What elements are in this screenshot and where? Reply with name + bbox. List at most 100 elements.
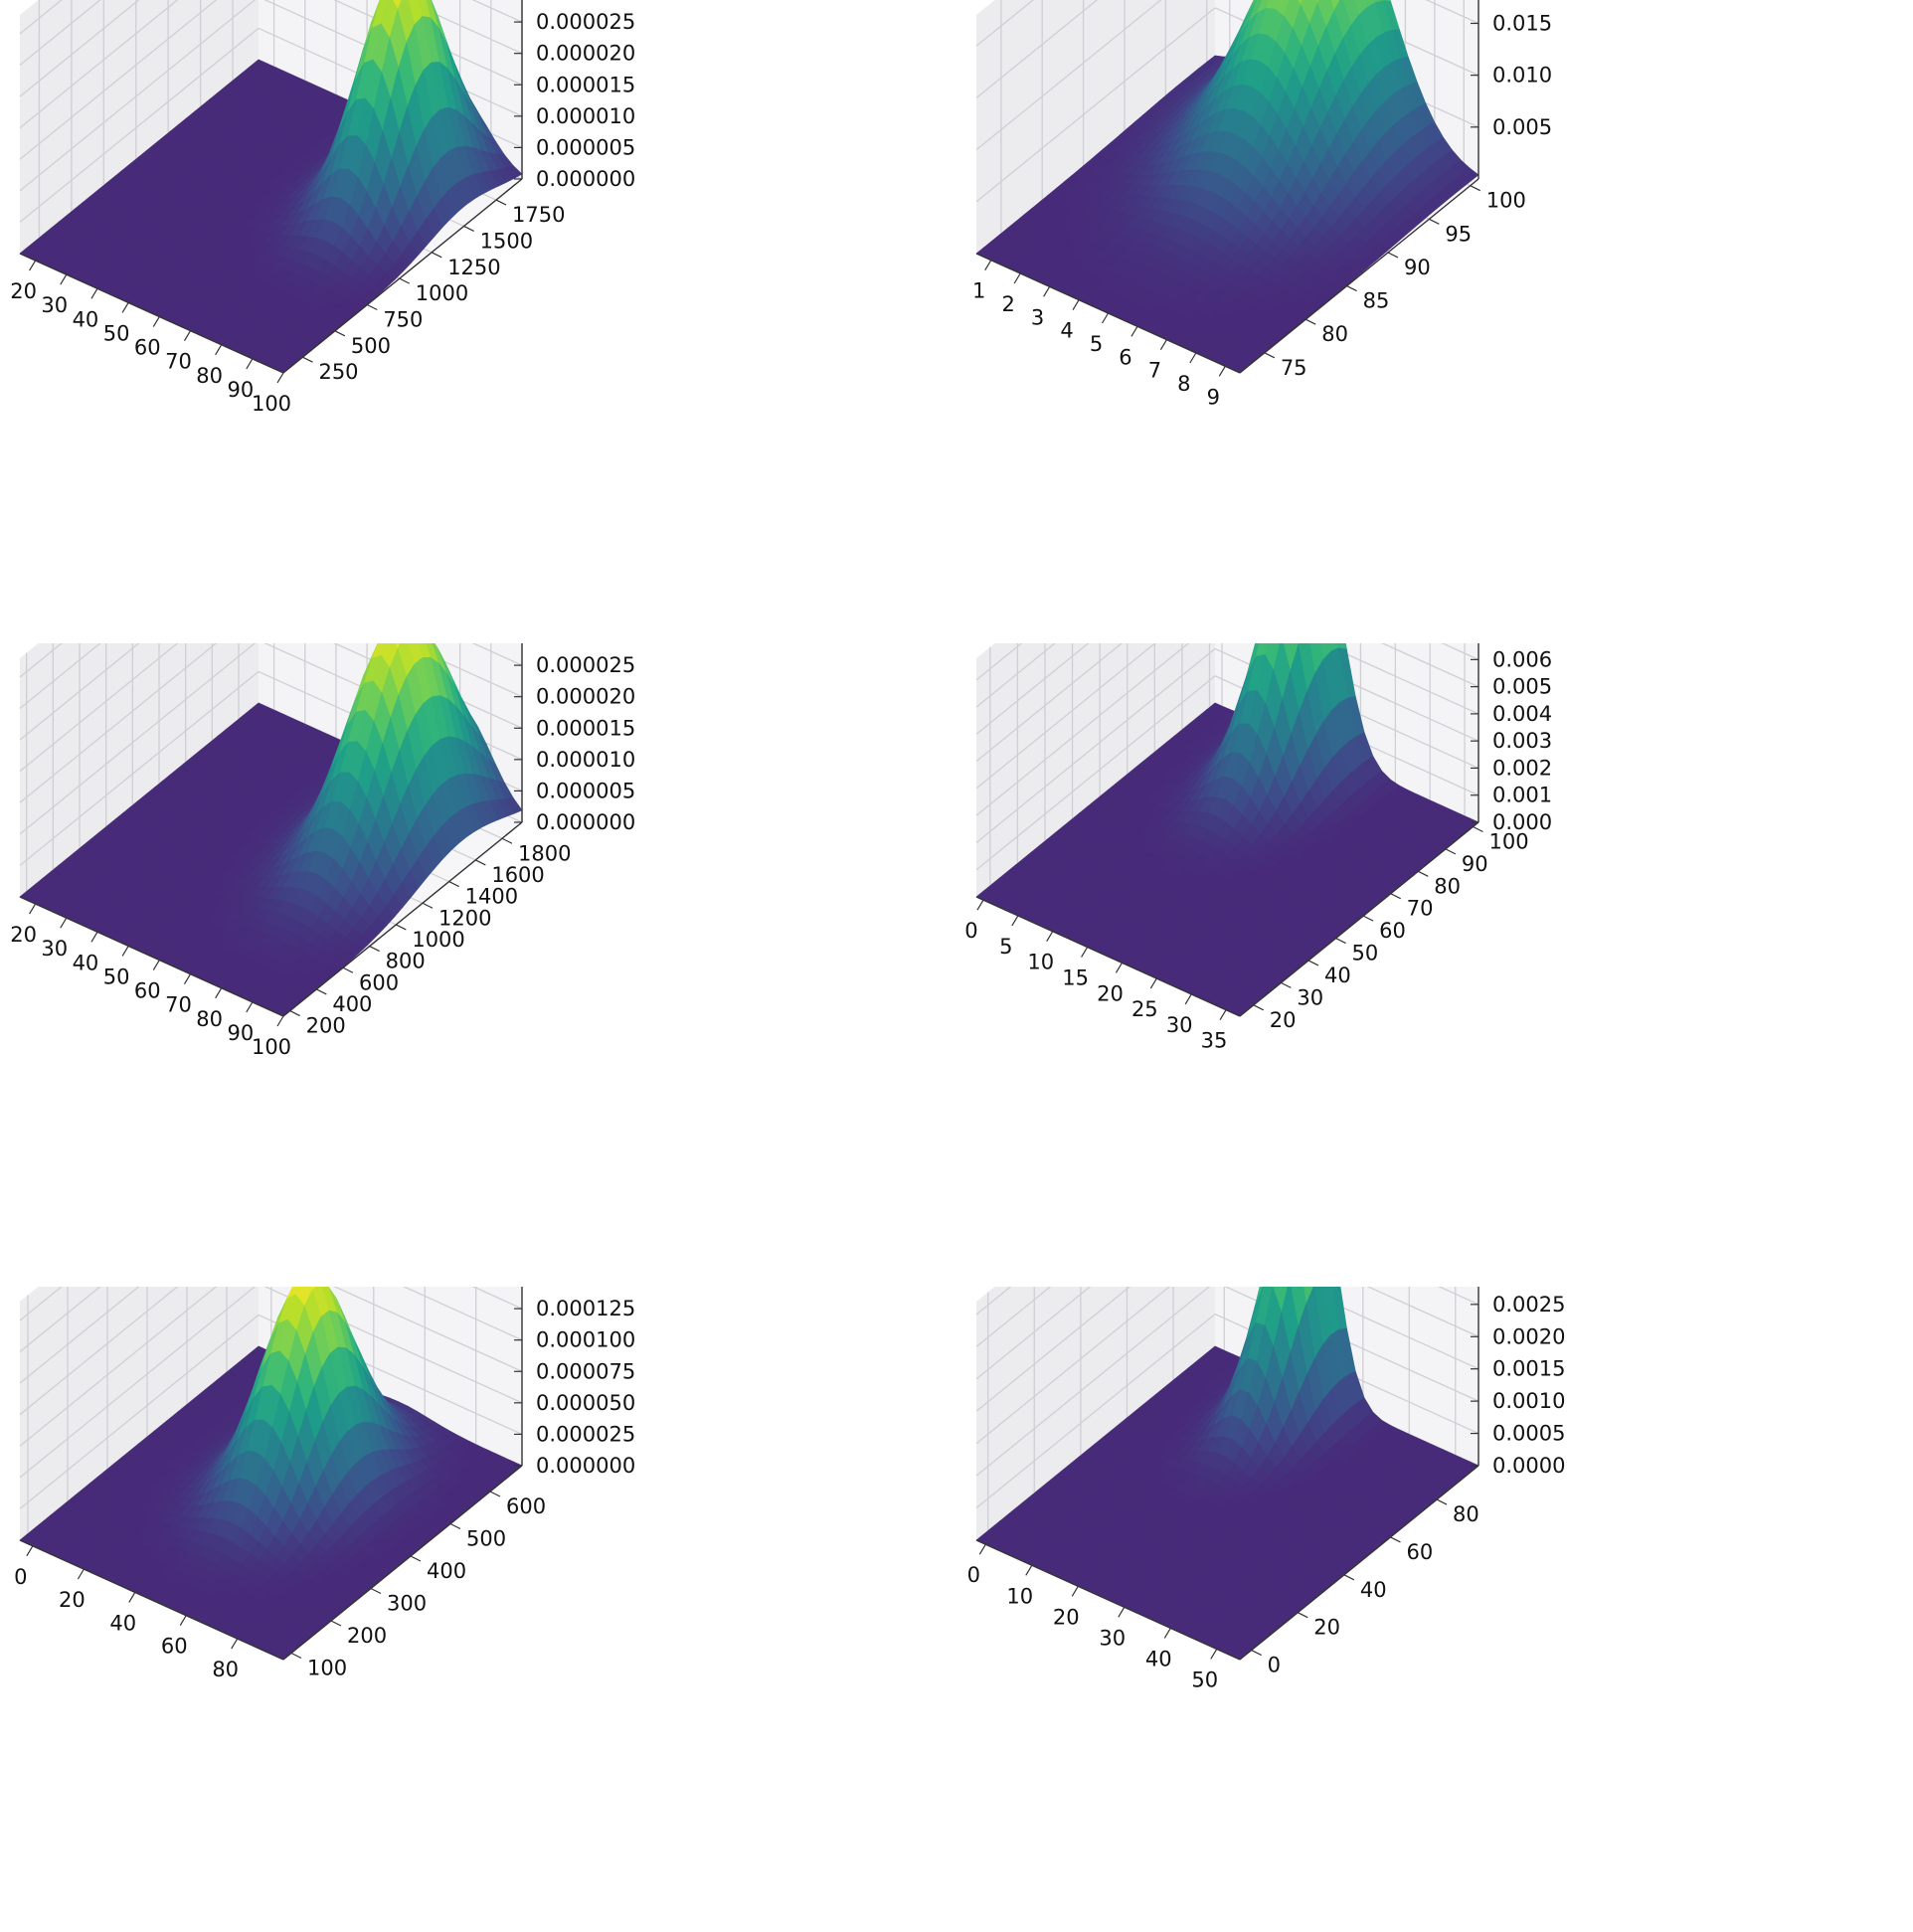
x-tick-label: 4 — [1060, 319, 1073, 343]
y-tick-label: 85 — [1363, 289, 1390, 313]
x-tick-label: 100 — [252, 1035, 291, 1059]
z-tick-label: 0.002 — [1492, 756, 1552, 780]
x-tick-label: 60 — [134, 336, 161, 360]
y-tick-label: 80 — [1321, 322, 1348, 346]
x-tick-label: 20 — [10, 279, 37, 303]
z-tick-label: 0.000 — [1492, 810, 1552, 834]
y-tick-label: 1800 — [518, 841, 571, 865]
surface — [975, 643, 1479, 1017]
y-tick-label: 600 — [359, 970, 399, 994]
z-tick-label: 0.015 — [1492, 11, 1552, 35]
y-tick-label: 60 — [1379, 919, 1406, 943]
x-tick-label: 20 — [10, 923, 37, 947]
surface — [19, 643, 523, 1017]
chart-svg: 2030405060708090100250500750100012501500… — [10, 0, 635, 416]
z-tick-label: 0.007 — [1492, 643, 1552, 644]
axes-lines — [19, 643, 523, 1017]
z-tick-label: 0.000030 — [536, 643, 635, 646]
z-tick-label: 0.000010 — [536, 748, 635, 772]
surface-face — [309, 1287, 317, 1291]
y-tick-label: 1400 — [465, 885, 518, 909]
z-tick-label: 0.004 — [1492, 702, 1552, 726]
y-tick-label: 200 — [347, 1624, 387, 1648]
surface-plot-1: 20 30 40 50 60 70 80 90 100 250 500 750 1000 1250 1500… — [0, 0, 956, 643]
y-tick-label: 1600 — [491, 863, 544, 887]
y-tick-label: 100 — [307, 1657, 347, 1680]
y-tick-label: 750 — [383, 307, 423, 331]
x-tick-label: 40 — [109, 1611, 136, 1635]
x-tick-label: 80 — [196, 1007, 223, 1031]
y-tick-label: 300 — [387, 1592, 427, 1616]
y-tick-label: 100 — [1488, 829, 1528, 853]
y-tick-label: 80 — [1434, 874, 1461, 898]
x-tick-label: 70 — [165, 993, 192, 1017]
surface-plot-4: 0 5 10 15 20 25 30 35 20 30 40 50 60 70 80 90 100 0.000 0.… — [956, 643, 1913, 1287]
y-tick-label: 90 — [1404, 256, 1431, 279]
z-tick-label: 0.000005 — [536, 135, 635, 159]
surface-plot-3: 20 30 40 50 60 70 80 90 100 200 400 600 800 1000 1200 1… — [0, 643, 956, 1287]
x-tick-label: 15 — [1062, 966, 1089, 990]
x-tick-label: 7 — [1148, 359, 1161, 383]
y-tick-label: 90 — [1462, 852, 1488, 876]
y-tick-label: 1000 — [416, 281, 468, 305]
surface-plot-5: 0 20 40 60 80 100 200 300 400 500 600 0.000000 0.000… — [0, 1287, 956, 1930]
x-tick-label: 3 — [1031, 305, 1044, 329]
y-tick-label: 75 — [1281, 356, 1307, 380]
y-tick-label: 200 — [306, 1014, 346, 1038]
surface — [975, 0, 1479, 374]
z-tick-label: 0.000020 — [536, 42, 635, 66]
y-tick-label: 1200 — [438, 906, 491, 930]
chart-svg: 2030405060708090100200400600800100012001… — [10, 643, 635, 1059]
tick-labels: 12345678975808590951000.0050.0100.0150.0… — [972, 11, 1552, 409]
x-tick-label: 90 — [227, 378, 254, 402]
x-tick-label: 30 — [1166, 1013, 1193, 1037]
z-tick-label: 0.000000 — [536, 810, 635, 834]
z-tick-label: 0.000005 — [536, 779, 635, 802]
z-tick-label: 0.000000 — [536, 1454, 635, 1478]
y-tick-label: 1250 — [447, 256, 500, 279]
x-tick-label: 60 — [134, 979, 161, 1003]
x-tick-label: 9 — [1207, 385, 1220, 409]
y-tick-label: 1000 — [412, 928, 464, 952]
axes-lines — [19, 1287, 523, 1661]
axes-lines — [975, 643, 1479, 1017]
surface-plot-6: 0 10 20 30 40 50 0 20 40 60 80 0.0000 0.0005 0.0010 0.… — [956, 1287, 1913, 1930]
chart-svg: 010203040500204060800.00000.00050.00100.… — [967, 1287, 1565, 1691]
y-tick-label: 50 — [1352, 942, 1379, 966]
x-tick-label: 5 — [1090, 332, 1103, 356]
z-tick-label: 0.000050 — [536, 1391, 635, 1415]
y-tick-label: 250 — [318, 360, 358, 384]
y-tick-label: 500 — [351, 334, 391, 358]
z-tick-label: 0.000025 — [536, 1422, 635, 1446]
y-tick-label: 1500 — [480, 229, 533, 253]
x-tick-label: 40 — [73, 951, 99, 974]
z-tick-label: 0.006 — [1492, 647, 1552, 671]
y-tick-label: 30 — [1297, 985, 1323, 1009]
z-tick-label: 0.003 — [1492, 729, 1552, 753]
tick-labels: 0510152025303520304050607080901000.0000.… — [964, 643, 1552, 1053]
y-tick-label: 20 — [1270, 1008, 1297, 1032]
surface-face — [1315, 0, 1319, 5]
tick-labels: 2030405060708090100200400600800100012001… — [10, 643, 635, 1059]
x-tick-label: 0 — [964, 919, 977, 943]
z-tick-label: 0.000010 — [536, 104, 635, 128]
x-tick-label: 2 — [1001, 292, 1014, 316]
x-tick-label: 40 — [73, 307, 99, 331]
x-tick-label: 50 — [103, 965, 130, 988]
z-tick-label: 0.000015 — [536, 73, 635, 96]
x-tick-label: 80 — [212, 1658, 239, 1681]
x-tick-label: 25 — [1131, 997, 1158, 1021]
x-tick-label: 10 — [1027, 951, 1054, 974]
tick-labels: 2030405060708090100250500750100012501500… — [10, 0, 635, 416]
z-tick-label: 0.000015 — [536, 716, 635, 740]
x-tick-label: 0 — [14, 1565, 27, 1589]
x-tick-label: 35 — [1201, 1029, 1228, 1053]
y-tick-label: 500 — [466, 1527, 506, 1551]
x-tick-label: 80 — [196, 364, 223, 388]
z-tick-label: 0.000025 — [536, 653, 635, 677]
z-tick-label: 0.000025 — [536, 10, 635, 34]
